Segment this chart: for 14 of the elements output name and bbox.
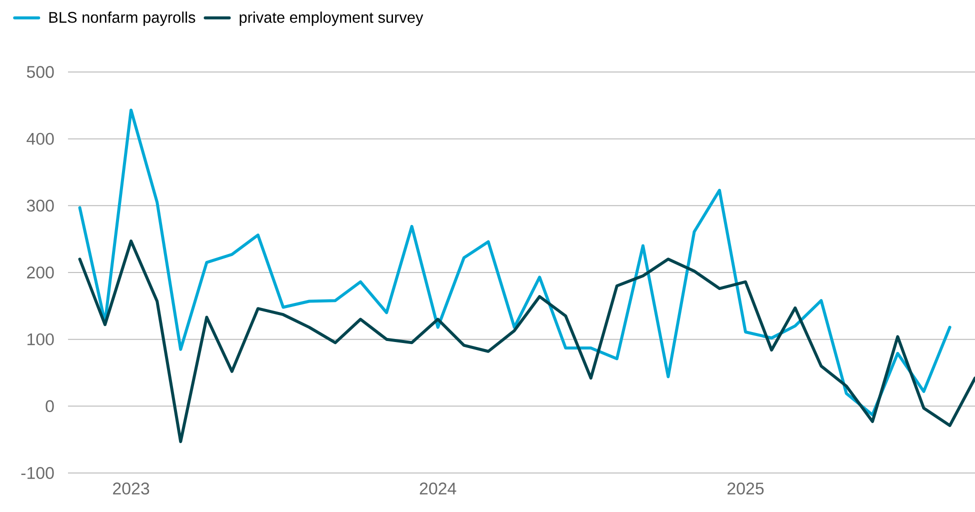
y-tick-label: 0 bbox=[46, 400, 54, 412]
y-tick-label: 500 bbox=[26, 66, 54, 78]
line-series bbox=[78, 240, 975, 444]
legend-label: private employment survey bbox=[240, 12, 424, 26]
x-tick-label: 2025 bbox=[728, 482, 764, 495]
x-tick-label: 2024 bbox=[420, 482, 456, 495]
y-tick-label: 400 bbox=[26, 132, 54, 145]
y-tick-label: 200 bbox=[27, 266, 54, 278]
x-tick-label: 2023 bbox=[113, 482, 150, 495]
y-tick-label: -100 bbox=[21, 467, 54, 479]
y-tick-label: 100 bbox=[28, 333, 54, 346]
legend-label: BLS nonfarm payrolls bbox=[49, 12, 196, 26]
line-series bbox=[78, 108, 952, 416]
y-tick-label: 300 bbox=[26, 200, 54, 212]
